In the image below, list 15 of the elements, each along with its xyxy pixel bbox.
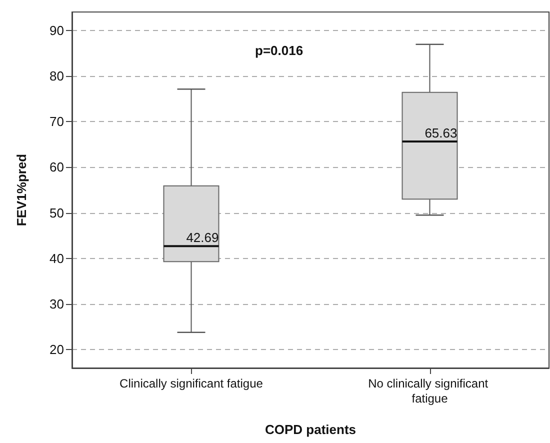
- y-tick-label: 40: [50, 250, 64, 266]
- y-tick-label: 60: [50, 160, 64, 175]
- text: 42.69: [186, 230, 219, 246]
- y-axis-title: FEV1%pred: [14, 154, 29, 226]
- y-tick-label: 30: [50, 296, 64, 312]
- x-tick-label: Clinically significant fatigue: [120, 376, 264, 390]
- text: 65.63: [424, 125, 458, 140]
- y-tick-label: 80: [50, 68, 64, 84]
- x-tick-label: No clinically significant fatigue: [368, 376, 492, 406]
- x-axis-title: COPD patients: [264, 422, 356, 437]
- y-tick-label: 50: [50, 205, 64, 220]
- y-tick-label: 90: [50, 22, 64, 38]
- annotation: p=0.016: [254, 43, 304, 58]
- y-tick-label: 20: [50, 342, 64, 358]
- y-tick-label: 70: [50, 114, 64, 130]
